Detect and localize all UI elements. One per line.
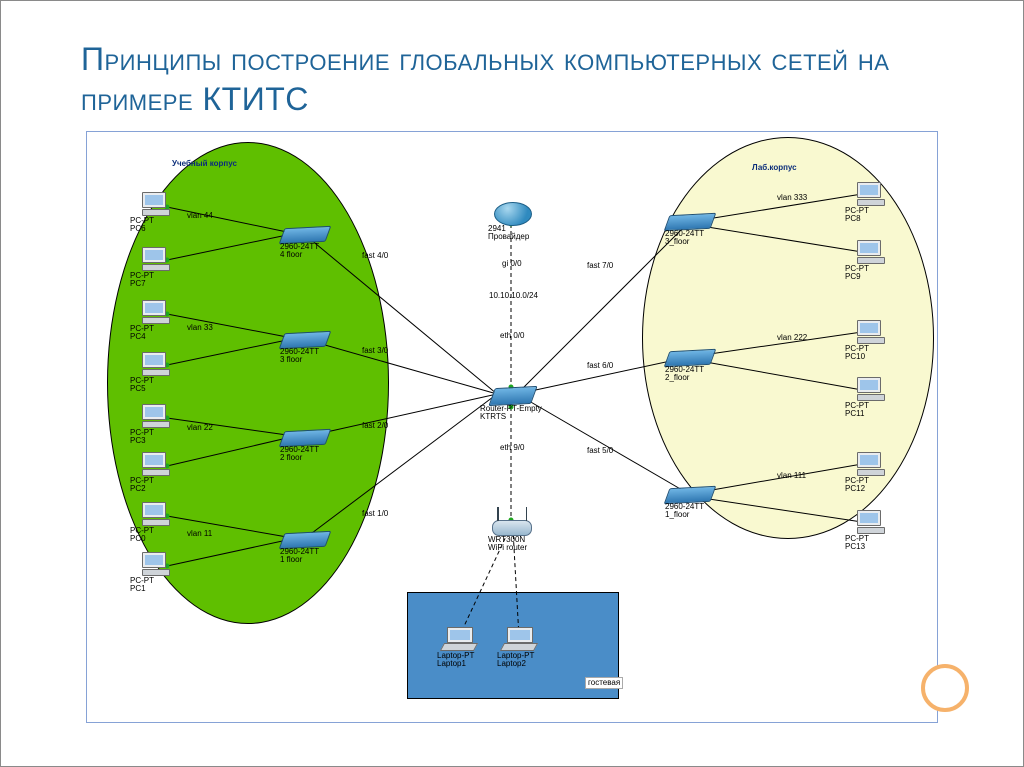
pc-left-3	[142, 352, 170, 376]
guest-label: гостевая	[585, 677, 623, 689]
mid-label-0: gi 0/0	[502, 260, 522, 268]
switch-left-2-label: 2960-24TT 2 floor	[280, 446, 319, 462]
laptop-0-label: Laptop-PT Laptop1	[437, 652, 474, 668]
link-label-1: fast 3/0	[362, 347, 388, 355]
link-label-0: fast 4/0	[362, 252, 388, 260]
pc-right-2	[857, 320, 885, 344]
pc-left-6	[142, 502, 170, 526]
pc-right-3-label: PC-PT PC11	[845, 402, 869, 418]
pc-left-6-label: PC-PT PC0	[130, 527, 154, 543]
switch-left-0-label: 2960-24TT 4 floor	[280, 243, 319, 259]
switch-left-3-label: 2960-24TT 1 floor	[280, 548, 319, 564]
pc-left-5	[142, 452, 170, 476]
switch-right-2-label: 2960-24TT 1_floor	[665, 503, 704, 519]
link-label-3: fast 1/0	[362, 510, 388, 518]
vlan-left-3: vlan 11	[187, 530, 212, 538]
router-ktrts-label: Router-PT-Empty KTRTS	[480, 405, 542, 421]
pc-right-2-label: PC-PT PC10	[845, 345, 869, 361]
pc-left-2	[142, 300, 170, 324]
mid-label-3: eth 9/0	[500, 444, 524, 452]
slide: Принципы построение глобальных компьютер…	[0, 0, 1024, 767]
diagram-canvas: Учебный корпус Лаб.корпус гостевая fast 4/0…	[86, 131, 938, 723]
pc-right-1	[857, 240, 885, 264]
switch-right-1-label: 2960-24TT 2_floor	[665, 366, 704, 382]
vlan-left-0: vlan 44	[187, 212, 213, 220]
vlan-right-1: vlan 222	[777, 334, 807, 342]
vlan-left-2: vlan 22	[187, 424, 213, 432]
pc-left-1	[142, 247, 170, 271]
green-oval-label: Учебный корпус	[172, 160, 237, 168]
pc-right-5-label: PC-PT PC13	[845, 535, 869, 551]
switch-right-0-label: 2960-24TT 3_floor	[665, 230, 704, 246]
pc-left-5-label: PC-PT PC2	[130, 477, 154, 493]
link-label-5: fast 6/0	[587, 362, 613, 370]
pc-right-5	[857, 510, 885, 534]
router-provider	[494, 202, 532, 226]
pc-right-4-label: PC-PT PC12	[845, 477, 869, 493]
pc-left-2-label: PC-PT PC4	[130, 325, 154, 341]
wifi-router	[492, 520, 532, 536]
vlan-right-0: vlan 333	[777, 194, 807, 202]
pc-left-4	[142, 404, 170, 428]
vlan-left-1: vlan 33	[187, 324, 213, 332]
pc-left-3-label: PC-PT PC5	[130, 377, 154, 393]
accent-circle	[921, 664, 969, 712]
router-provider-label: 2941 Провайдер	[488, 225, 529, 241]
pc-right-1-label: PC-PT PC9	[845, 265, 869, 281]
pc-left-7-label: PC-PT PC1	[130, 577, 154, 593]
link-label-6: fast 5/0	[587, 447, 613, 455]
pc-left-0	[142, 192, 170, 216]
link-label-2: fast 2/0	[362, 422, 388, 430]
pc-left-0-label: PC-PT PC6	[130, 217, 154, 233]
pc-right-4	[857, 452, 885, 476]
laptop-0	[442, 627, 476, 651]
switch-left-1-label: 2960-24TT 3 floor	[280, 348, 319, 364]
laptop-1-label: Laptop-PT Laptop2	[497, 652, 534, 668]
pc-right-3	[857, 377, 885, 401]
pc-right-0	[857, 182, 885, 206]
laptop-1	[502, 627, 536, 651]
vlan-right-2: vlan 111	[777, 472, 806, 480]
wifi-router-label: WRT300N WiFi router	[488, 536, 527, 552]
pc-right-0-label: PC-PT PC8	[845, 207, 869, 223]
mid-label-1: 10.10.10.0/24	[489, 292, 538, 300]
slide-title: Принципы построение глобальных компьютер…	[81, 39, 943, 119]
mid-label-2: eth 0/0	[500, 332, 524, 340]
pc-left-7	[142, 552, 170, 576]
yellow-oval-label: Лаб.корпус	[752, 164, 797, 172]
pc-left-4-label: PC-PT PC3	[130, 429, 154, 445]
link-label-4: fast 7/0	[587, 262, 613, 270]
pc-left-1-label: PC-PT PC7	[130, 272, 154, 288]
